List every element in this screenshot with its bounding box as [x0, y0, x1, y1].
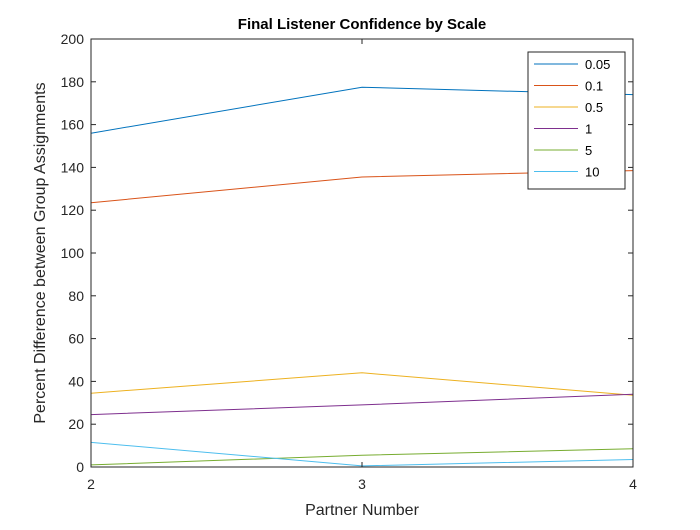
legend-label-1: 0.1 — [585, 79, 603, 94]
y-tick-label-4: 80 — [68, 288, 84, 304]
y-axis-label: Percent Difference between Group Assignm… — [32, 82, 49, 423]
chart-title: Final Listener Confidence by Scale — [238, 16, 486, 33]
legend-label-2: 0.5 — [585, 100, 603, 115]
legend-label-3: 1 — [585, 122, 592, 137]
y-tick-label-1: 20 — [68, 416, 84, 432]
axes-layer: 0 20 40 60 80 100 120 140 160 180 200 2 3 4 — [61, 31, 637, 492]
y-tick-label-10: 200 — [61, 31, 85, 47]
x-tick-label-2: 4 — [629, 476, 637, 492]
series-line-2 — [90, 372, 634, 396]
legend-label-5: 10 — [585, 165, 599, 180]
y-tick-label-6: 120 — [61, 202, 85, 218]
legend-box — [527, 51, 626, 190]
y-tick-label-2: 40 — [68, 373, 84, 389]
y-tick-label-9: 180 — [61, 74, 85, 90]
y-tick-label-0: 0 — [76, 459, 84, 475]
y-tick-label-7: 140 — [61, 159, 85, 175]
y-tick-label-5: 100 — [61, 245, 85, 261]
legend: 0.05 0.1 0.5 1 5 10 — [527, 51, 626, 190]
x-tick-label-0: 2 — [87, 476, 95, 492]
legend-label-0: 0.05 — [585, 57, 610, 72]
y-tick-label-3: 60 — [68, 331, 84, 347]
legend-label-4: 5 — [585, 143, 592, 158]
series-line-3 — [90, 393, 634, 416]
y-tick-label-8: 160 — [61, 117, 85, 133]
x-axis-label: Partner Number — [305, 502, 419, 519]
series-line-4 — [90, 448, 634, 466]
x-tick-label-1: 3 — [358, 476, 366, 492]
